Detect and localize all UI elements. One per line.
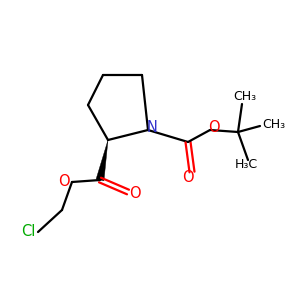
Text: O: O [208,119,220,134]
Text: N: N [147,121,158,136]
Text: Cl: Cl [21,224,35,238]
Text: CH₃: CH₃ [262,118,286,131]
Text: CH₃: CH₃ [233,89,256,103]
Text: O: O [182,170,194,185]
Polygon shape [96,140,108,181]
Text: H₃C: H₃C [234,158,258,172]
Text: O: O [129,185,141,200]
Text: O: O [58,173,70,188]
